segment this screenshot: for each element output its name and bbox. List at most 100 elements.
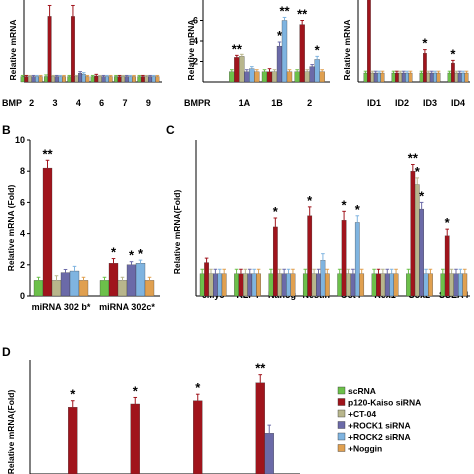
bar bbox=[286, 71, 293, 83]
bar bbox=[85, 76, 90, 83]
bar bbox=[117, 280, 128, 297]
bar bbox=[62, 76, 66, 83]
bar bbox=[155, 76, 160, 83]
bar bbox=[377, 72, 381, 83]
bar bbox=[447, 72, 452, 83]
bar bbox=[51, 76, 56, 83]
bar bbox=[254, 71, 260, 83]
bar bbox=[268, 273, 274, 297]
bar bbox=[346, 273, 351, 297]
bar bbox=[140, 76, 145, 83]
bar bbox=[319, 71, 325, 83]
bar bbox=[401, 72, 406, 83]
significance-star: * bbox=[450, 46, 456, 61]
bar bbox=[264, 433, 274, 474]
bar bbox=[33, 280, 44, 297]
bar bbox=[461, 72, 465, 83]
bar bbox=[256, 273, 261, 297]
x-tick-label: ID4 bbox=[451, 98, 465, 108]
bar bbox=[68, 407, 78, 474]
bar bbox=[391, 72, 396, 83]
x-tick-label: 6 bbox=[99, 98, 104, 108]
bar bbox=[130, 403, 140, 474]
bar bbox=[121, 76, 126, 83]
y-axis-label-c: Relative mRNA(Fold) bbox=[172, 190, 182, 275]
legend-entry: scRNA bbox=[348, 386, 376, 396]
significance-star: * bbox=[111, 245, 117, 260]
bar bbox=[117, 76, 122, 83]
bar bbox=[229, 71, 235, 83]
y-axis-label-b: Relative mRNA (Fold) bbox=[6, 185, 16, 272]
legend-swatch bbox=[337, 398, 346, 406]
bar bbox=[307, 215, 313, 297]
y-tick-label: 8 bbox=[20, 166, 25, 176]
bar bbox=[384, 273, 390, 297]
bar bbox=[281, 20, 288, 83]
legend-swatch bbox=[337, 386, 346, 395]
significance-star: * bbox=[273, 204, 279, 219]
bar bbox=[261, 71, 268, 83]
bar bbox=[208, 273, 214, 297]
bar bbox=[462, 273, 468, 297]
bar bbox=[70, 16, 75, 83]
bar bbox=[458, 273, 463, 297]
bar bbox=[27, 76, 32, 83]
bar bbox=[144, 280, 155, 297]
bar bbox=[302, 273, 308, 297]
significance-star: * bbox=[195, 380, 201, 395]
bar bbox=[31, 76, 36, 83]
y-axis-label-a2: Relative mRNA bbox=[186, 20, 196, 81]
bar bbox=[67, 76, 72, 83]
bar bbox=[94, 75, 99, 83]
bar bbox=[277, 273, 283, 297]
bar bbox=[58, 76, 63, 83]
x-tick-label: 3 bbox=[52, 98, 57, 108]
significance-star: ** bbox=[42, 146, 53, 161]
bar bbox=[433, 72, 437, 83]
axis-title-bmp: BMP bbox=[2, 98, 22, 108]
significance-star: * bbox=[70, 387, 76, 402]
axis-title-bmpr: BMPR bbox=[184, 98, 211, 108]
bar bbox=[234, 57, 240, 83]
bar bbox=[304, 71, 310, 83]
bar bbox=[44, 76, 48, 83]
significance-star: * bbox=[129, 248, 135, 263]
significance-star: * bbox=[419, 188, 425, 203]
bar bbox=[367, 0, 371, 83]
y-tick-label: 4 bbox=[193, 36, 198, 46]
bar bbox=[128, 76, 133, 83]
x-tick-label: ID2 bbox=[395, 98, 409, 108]
bar bbox=[457, 72, 462, 83]
bar bbox=[464, 72, 469, 83]
bar bbox=[266, 71, 273, 83]
bar bbox=[371, 273, 377, 297]
significance-star: * bbox=[342, 197, 348, 212]
bar bbox=[243, 273, 248, 297]
bar bbox=[42, 167, 53, 297]
bar bbox=[341, 220, 347, 297]
y-tick-label: 0 bbox=[20, 291, 25, 301]
bar bbox=[359, 273, 365, 297]
y-axis-label-a3: Relative mRNA bbox=[342, 20, 352, 81]
significance-star: * bbox=[307, 193, 313, 208]
bar bbox=[234, 273, 239, 297]
bar bbox=[276, 45, 283, 83]
significance-star: * bbox=[277, 28, 283, 43]
bar bbox=[238, 273, 244, 297]
significance-star: ** bbox=[255, 361, 266, 376]
significance-star: ** bbox=[408, 151, 419, 166]
bar bbox=[410, 171, 416, 297]
bar bbox=[419, 72, 424, 83]
significance-star: ** bbox=[279, 3, 290, 18]
bar bbox=[137, 76, 142, 83]
bar bbox=[51, 280, 62, 297]
bar bbox=[144, 76, 149, 83]
bar bbox=[389, 273, 395, 297]
x-tick-label: 4 bbox=[76, 98, 81, 108]
bar bbox=[320, 260, 326, 297]
bar bbox=[108, 263, 119, 297]
legend-swatch bbox=[337, 409, 346, 418]
bar bbox=[251, 273, 257, 297]
